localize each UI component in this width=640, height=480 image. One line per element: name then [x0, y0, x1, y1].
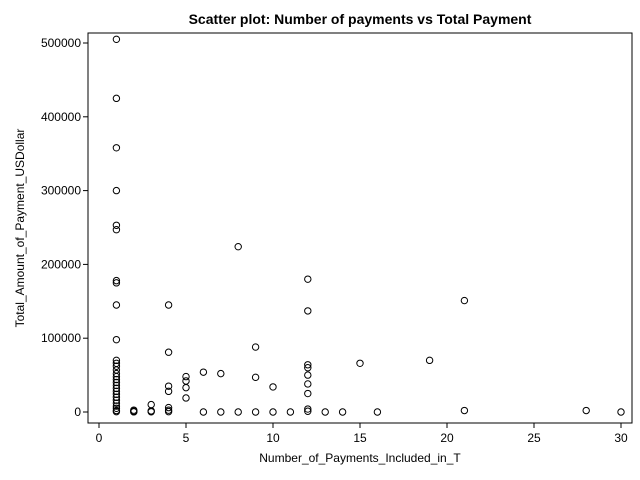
scatter-point: [164, 301, 173, 309]
scatter-point: [338, 408, 347, 416]
scatter-point: [425, 356, 434, 365]
scatter-point: [112, 186, 121, 195]
scatter-point: [460, 296, 469, 305]
scatter-point: [182, 383, 190, 392]
x-axis-label: Number_of_Payments_Included_in_T: [259, 451, 461, 465]
scatter-point: [199, 408, 208, 416]
scatter-point: [269, 383, 277, 391]
scatter-point: [304, 371, 312, 379]
scatter-point: [304, 407, 312, 415]
scatter-point: [112, 276, 121, 285]
scatter-point: [304, 361, 312, 369]
x-axis: 0 5 10 15 20 25 30: [96, 423, 628, 445]
scatter-point: [112, 407, 121, 416]
x-tick-label: 10: [266, 431, 280, 445]
data-points: [112, 35, 625, 416]
scatter-point: [112, 221, 121, 229]
y-tick-label: 400000: [41, 110, 81, 124]
scatter-point: [112, 362, 121, 370]
scatter-point: [112, 279, 121, 287]
y-axis: 0 100000 200000 300000 400000 500000: [41, 36, 88, 419]
y-tick-label: 100000: [41, 331, 81, 345]
scatter-point: [304, 380, 312, 388]
y-axis-label: Total_Amount_of_Payment_USDollar: [13, 129, 27, 328]
scatter-point: [373, 408, 382, 416]
chart-title: Scatter plot: Number of payments vs Tota…: [189, 11, 532, 27]
scatter-point: [112, 226, 121, 234]
scatter-point: [112, 402, 121, 410]
scatter-point: [147, 408, 155, 416]
scatter-point: [251, 373, 260, 382]
scatter-point: [217, 408, 225, 416]
y-tick-label: 500000: [41, 36, 81, 50]
scatter-point: [217, 369, 225, 378]
scatter-point: [112, 404, 121, 413]
scatter-point: [617, 408, 625, 416]
x-tick-label: 25: [527, 431, 541, 445]
scatter-point: [164, 348, 173, 356]
scatter-point: [269, 408, 277, 416]
scatter-point: [112, 35, 121, 44]
scatter-point: [164, 407, 173, 416]
scatter-point: [304, 307, 312, 315]
scatter-point: [182, 372, 190, 381]
scatter-point: [199, 368, 208, 376]
scatter-point: [112, 144, 121, 152]
scatter-point: [251, 343, 260, 351]
scatter-point: [112, 301, 121, 309]
x-tick-label: 20: [440, 431, 454, 445]
scatter-point: [304, 389, 312, 398]
y-tick-label: 200000: [41, 257, 81, 271]
scatter-point: [164, 387, 173, 396]
scatter-point: [321, 408, 329, 416]
scatter-point: [130, 408, 138, 416]
y-tick-label: 300000: [41, 184, 81, 198]
scatter-point: [112, 335, 121, 344]
scatter-point: [304, 275, 312, 283]
scatter-point: [234, 408, 242, 416]
scatter-point: [251, 408, 260, 416]
x-tick-label: 30: [614, 431, 628, 445]
scatter-point: [356, 359, 364, 367]
scatter-point: [112, 399, 121, 407]
x-tick-label: 0: [96, 431, 103, 445]
x-tick-label: 15: [353, 431, 367, 445]
scatter-point: [286, 408, 295, 416]
x-tick-label: 5: [183, 431, 190, 445]
y-tick-label: 0: [74, 405, 81, 419]
scatter-point: [304, 405, 312, 413]
scatter-point: [460, 406, 469, 415]
scatter-point: [304, 364, 312, 372]
scatter-point: [164, 382, 173, 390]
scatter-point: [234, 242, 242, 251]
scatter-point: [112, 94, 121, 103]
scatter-point: [164, 403, 173, 412]
scatter-point: [582, 406, 590, 415]
scatter-point: [182, 394, 190, 402]
